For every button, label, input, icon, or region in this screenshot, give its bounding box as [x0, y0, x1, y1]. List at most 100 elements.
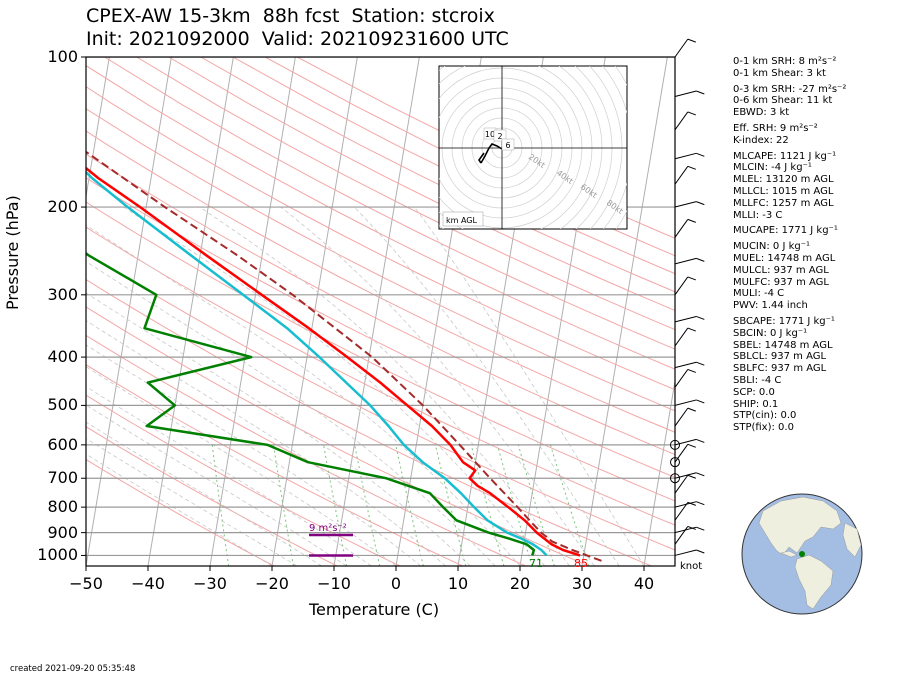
moist-adiabat-line — [86, 320, 446, 566]
wind-barb — [674, 219, 689, 238]
dry-adiabat-line — [86, 279, 652, 566]
dry-adiabat-line — [86, 201, 675, 502]
wind-barb — [674, 152, 697, 160]
y-tick-label: 1000 — [37, 545, 78, 565]
mixing-ratio-line — [517, 444, 555, 566]
hodograph-height-box — [501, 138, 515, 151]
wind-barb — [674, 257, 697, 265]
dry-adiabat-line — [104, 57, 675, 350]
hodograph-units-box — [442, 211, 484, 227]
index-line: MULCL: 937 m AGL — [733, 264, 829, 276]
x-tick-label: −20 — [255, 574, 289, 593]
wind-barb-flag — [687, 165, 696, 170]
moist-adiabat-line — [86, 344, 422, 566]
wind-barb — [674, 90, 697, 97]
index-line: MLCAPE: 1121 J kg⁻¹ — [733, 150, 837, 162]
index-line: MLLCL: 1015 m AGL — [733, 185, 834, 197]
parcel-profile — [86, 150, 602, 562]
index-line: STP(fix): 0.0 — [733, 422, 794, 434]
mixing-ratio-line — [354, 444, 381, 566]
wind-barb — [674, 369, 689, 388]
index-line: MLLFC: 1257 m AGL — [733, 197, 834, 209]
hodograph-height-label: 6 — [505, 141, 510, 150]
wind-barb-flag — [696, 549, 705, 554]
isotherm-line — [581, 57, 668, 566]
index-line: 0-1 km Shear: 3 kt — [733, 67, 826, 79]
wind-barb-flag — [687, 327, 696, 332]
dry-adiabat-line — [86, 334, 526, 566]
wind-barb-flag — [696, 257, 705, 262]
index-line: PWV: 1.44 inch — [733, 300, 808, 312]
isotherm-line — [86, 57, 110, 200]
dry-adiabat-line — [86, 86, 675, 391]
dry-adiabat-line — [168, 57, 675, 312]
wind-barbs — [670, 38, 705, 556]
temperature-profile — [86, 166, 581, 557]
index-line: 0-1 km SRH: 8 m²s⁻² — [733, 56, 837, 67]
wind-barb-flag — [696, 472, 705, 477]
dry-adiabat-line — [86, 108, 675, 412]
wind-barb — [674, 361, 697, 369]
moist-adiabat-line — [86, 437, 298, 566]
wind-barb — [674, 444, 689, 463]
north-america-land — [758, 496, 842, 556]
mixing-ratio-line — [496, 444, 533, 566]
y-tick-label: 500 — [47, 395, 78, 415]
knot-label: knot — [680, 561, 702, 572]
wind-barb — [674, 472, 697, 479]
wind-barb — [674, 526, 689, 545]
x-tick-label: −30 — [193, 574, 227, 593]
moist-adiabat-line — [86, 404, 347, 566]
moist-adiabat-line — [199, 206, 570, 566]
chart-title-line1: CPEX-AW 15-3km 88h fcst Station: stcroix — [86, 5, 495, 27]
hodograph-height-label: 2 — [497, 132, 502, 141]
wind-barb-flag — [687, 407, 696, 412]
hodograph-units-label: km AGL — [446, 216, 478, 225]
dry-adiabat-line — [200, 57, 675, 293]
station-marker — [799, 551, 805, 557]
axis-ticks — [81, 56, 645, 571]
y-tick-label: 900 — [47, 522, 78, 542]
y-tick-label: 100 — [47, 47, 78, 66]
index-line: SBLI: -4 C — [733, 374, 782, 386]
wind-barb-flag — [687, 501, 696, 506]
isotherm-line — [643, 378, 675, 566]
dry-adiabat-line — [86, 65, 675, 370]
x-tick-label: 20 — [509, 574, 531, 593]
index-line: SBLFC: 937 m AGL — [733, 363, 827, 375]
wind-barb-flag — [687, 276, 696, 281]
srh-bars: 9 m²s⁻² — [309, 523, 353, 557]
plot-frame — [85, 56, 676, 567]
isotherm-line — [0, 57, 47, 566]
isotherm-line — [333, 57, 420, 566]
dry-adiabat-line — [86, 153, 675, 456]
wind-barb — [674, 549, 697, 556]
moist-adiabat-line — [354, 206, 620, 566]
index-line: STP(cin): 0.0 — [733, 410, 797, 422]
index-line: MUEL: 14748 m AGL — [733, 252, 836, 264]
moist-adiabat-line — [86, 224, 521, 566]
index-line: SHIP: 0.1 — [733, 398, 779, 410]
wind-barb-flag — [687, 443, 696, 448]
dry-adiabat-line — [86, 394, 401, 566]
wind-barb — [674, 201, 697, 208]
wind-barb-flag — [696, 90, 705, 95]
index-line: SBCAPE: 1771 J kg⁻¹ — [733, 315, 835, 327]
index-line: SBEL: 14748 m AGL — [733, 339, 833, 351]
wind-barb-flag — [687, 525, 696, 530]
wind-barb — [674, 327, 689, 347]
mixing-ratio-line — [323, 444, 348, 566]
calm-wind-circle — [670, 473, 680, 484]
wind-barb-flag — [696, 438, 705, 443]
mixing-ratio-line — [272, 444, 294, 566]
wind-barb — [674, 276, 689, 296]
index-line: MLLI: -3 C — [733, 209, 783, 221]
y-tick-label: 200 — [47, 197, 78, 217]
dry-adiabat-line — [86, 426, 338, 566]
index-line: SBCIN: 0 J kg⁻¹ — [733, 327, 808, 339]
moist-adiabat-line — [86, 261, 496, 566]
dry-adiabat-line — [86, 306, 589, 566]
caribbean-islands — [780, 550, 798, 558]
x-tick-label: 30 — [571, 574, 593, 593]
